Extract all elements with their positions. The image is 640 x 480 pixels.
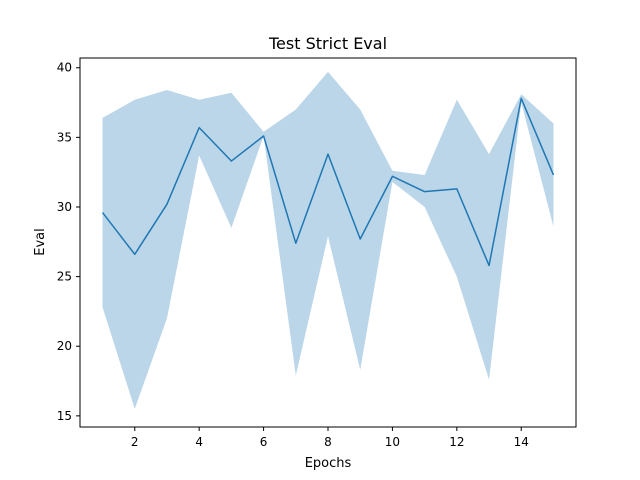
x-tick-label: 14 [514, 435, 529, 449]
x-tick-label: 4 [195, 435, 203, 449]
x-axis-ticks: 2 4 6 8 10 12 14 [131, 427, 529, 449]
series-line-0 [101, 97, 555, 267]
x-tick-label: 8 [324, 435, 332, 449]
x-tick-label: 10 [385, 435, 400, 449]
series-line-layer [101, 97, 555, 267]
x-tick-label: 12 [449, 435, 464, 449]
y-axis-label: Eval [33, 228, 48, 256]
confidence-band-0 [102, 71, 554, 409]
y-tick-label: 25 [57, 270, 72, 284]
y-tick-label: 35 [57, 130, 72, 144]
chart-title: Test Strict Eval [268, 34, 387, 53]
y-tick-label: 30 [57, 200, 72, 214]
y-tick-label: 20 [57, 339, 72, 353]
x-axis-label: Epochs [305, 456, 352, 471]
x-tick-label: 6 [260, 435, 268, 449]
x-tick-label: 2 [131, 435, 139, 449]
confidence-band-layer [102, 71, 554, 409]
y-tick-label: 15 [57, 409, 72, 423]
y-axis-ticks: 15 20 25 30 35 40 [57, 61, 80, 423]
y-tick-label: 40 [57, 61, 72, 75]
